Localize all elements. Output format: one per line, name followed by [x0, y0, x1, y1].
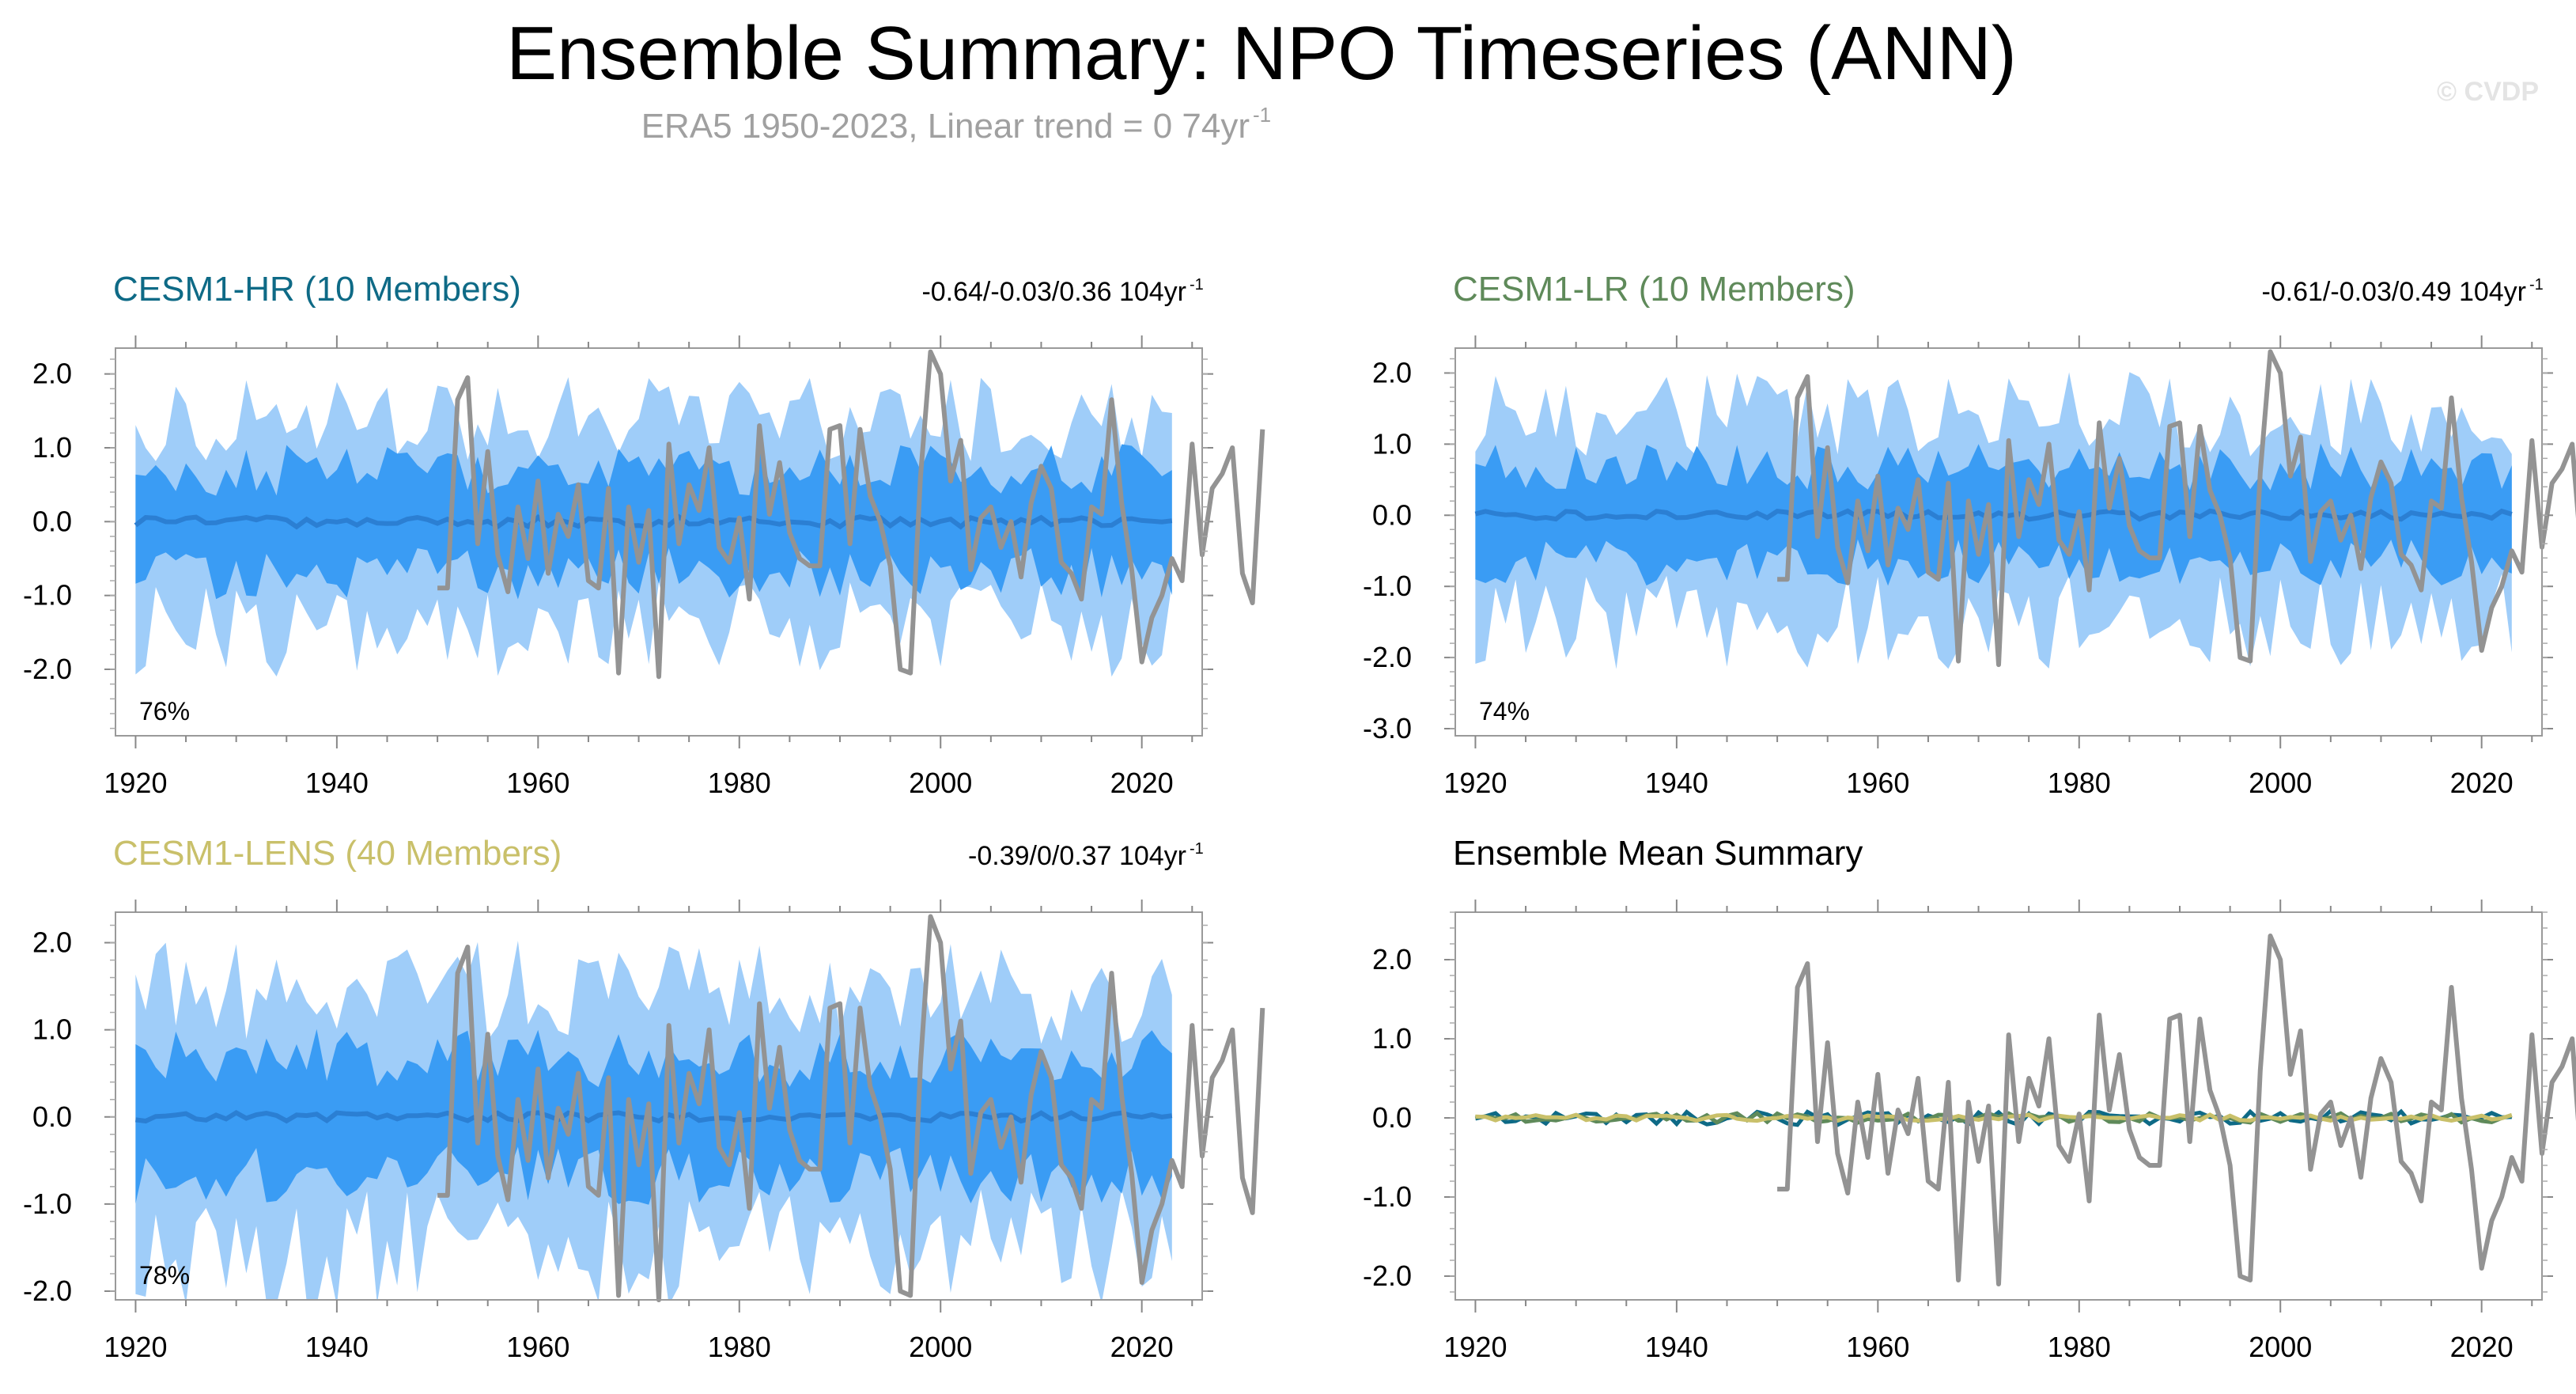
figure-title: Ensemble Summary: NPO Timeseries (ANN)	[506, 11, 2017, 96]
trend-label: -0.61/-0.03/0.49 104yr	[2261, 277, 2526, 307]
percent-label: 76%	[139, 697, 190, 725]
observed-line	[1777, 349, 2576, 668]
ensemble-mean-line	[1474, 508, 2513, 522]
x-tick-label: 2000	[909, 1331, 972, 1363]
panel-title: CESM1-LENS (40 Members)	[113, 834, 562, 873]
panel-title: Ensemble Mean Summary	[1453, 834, 1863, 873]
y-tick-label: 1.0	[1372, 1022, 1412, 1055]
x-tick-label: 1940	[1645, 1331, 1708, 1363]
y-tick-label: 2.0	[1372, 943, 1412, 975]
x-tick-label: 1960	[506, 1331, 569, 1363]
plot-frame	[1454, 911, 2543, 1301]
panel-lens: CESM1-LENS (40 Members) -0.39/0/0.37 104y…	[23, 834, 1265, 1363]
y-tick-label: -2.0	[23, 1275, 72, 1307]
x-tick-label: 1920	[104, 767, 167, 799]
x-tick-label: 1940	[305, 767, 369, 799]
observed-line	[437, 349, 1265, 680]
y-tick-label: -2.0	[1363, 641, 1412, 673]
x-tick-label: 2020	[2450, 1331, 2514, 1363]
x-tick-label: 1960	[506, 767, 569, 799]
plot-area	[1474, 372, 2513, 669]
plot-frame	[115, 347, 1203, 737]
x-tick-label: 1920	[1443, 767, 1507, 799]
y-tick-label: 0.0	[1372, 1101, 1412, 1134]
plot-frame	[1454, 347, 2543, 737]
y-tick-label: 2.0	[1372, 356, 1412, 388]
x-tick-label: 1960	[1846, 1331, 1909, 1363]
y-tick-label: -1.0	[23, 579, 72, 612]
y-tick-label: -1.0	[1363, 570, 1412, 602]
percent-label: 74%	[1479, 697, 1530, 725]
x-tick-label: 2020	[1110, 1331, 1174, 1363]
x-tick-label: 1940	[305, 1331, 369, 1363]
y-tick-label: -1.0	[1363, 1180, 1412, 1213]
y-tick-label: 1.0	[32, 1013, 72, 1046]
plot-area	[135, 941, 1173, 1300]
plot-area	[1474, 1108, 2513, 1127]
figure-subtitle-sup: -1	[1253, 103, 1271, 127]
panel-hr: CESM1-HR (10 Members) -0.64/-0.03/0.36 10…	[23, 270, 1265, 799]
y-tick-label: 2.0	[32, 926, 72, 959]
panel-lr: CESM1-LR (10 Members) -0.61/-0.03/0.49 10…	[1363, 270, 2576, 799]
x-tick-label: 1980	[708, 1331, 771, 1363]
y-tick-label: 2.0	[32, 358, 72, 390]
y-tick-label: 0.0	[32, 505, 72, 537]
trend-sup: -1	[1190, 840, 1204, 858]
plot-area	[134, 377, 1173, 677]
panel-summary: Ensemble Mean Summary 2.0 1.0 0.0 -1.0 -2.0 19…	[1363, 834, 2576, 1363]
plot-frame	[115, 911, 1203, 1301]
x-tick-label: 2000	[2249, 1331, 2312, 1363]
x-tick-label: 1920	[104, 1331, 167, 1363]
ensemble-mean-line	[135, 1110, 1173, 1124]
panels: CESM1-HR (10 Members) -0.64/-0.03/0.36 10…	[23, 270, 2576, 1363]
trend-sup: -1	[1190, 276, 1204, 294]
y-tick-label: -2.0	[23, 653, 72, 685]
observed-line	[437, 914, 1265, 1302]
percent-label: 78%	[139, 1261, 190, 1290]
y-tick-label: 1.0	[1372, 427, 1412, 460]
trend-label: -0.39/0/0.37 104yr	[968, 841, 1186, 871]
x-tick-label: 1980	[2048, 1331, 2111, 1363]
y-tick-label: 0.0	[32, 1100, 72, 1133]
x-tick-label: 1980	[708, 767, 771, 799]
x-tick-label: 1920	[1443, 1331, 1507, 1363]
x-tick-label: 1940	[1645, 767, 1708, 799]
x-tick-label: 2000	[909, 767, 972, 799]
panel-title: CESM1-HR (10 Members)	[113, 270, 521, 309]
figure-subtitle: ERA5 1950-2023, Linear trend = 0 74yr	[641, 107, 1250, 146]
trend-sup: -1	[2529, 276, 2544, 294]
x-tick-label: 2000	[2249, 767, 2312, 799]
observed-line	[1777, 934, 2576, 1286]
y-tick-label: -3.0	[1363, 712, 1412, 744]
series-line-lens	[1475, 1112, 2513, 1123]
y-tick-label: 0.0	[1372, 498, 1412, 531]
y-tick-label: 1.0	[32, 431, 72, 464]
x-tick-label: 1960	[1846, 767, 1909, 799]
x-tick-label: 2020	[1110, 767, 1174, 799]
y-tick-label: -2.0	[1363, 1260, 1412, 1292]
trend-label: -0.64/-0.03/0.36 104yr	[921, 277, 1186, 307]
x-tick-label: 1980	[2048, 767, 2111, 799]
y-tick-label: -1.0	[23, 1188, 72, 1220]
ensemble-mean-line	[134, 513, 1173, 530]
panel-title: CESM1-LR (10 Members)	[1453, 270, 1855, 309]
credit-watermark: © CVDP	[2437, 77, 2539, 107]
x-tick-label: 2020	[2450, 767, 2514, 799]
